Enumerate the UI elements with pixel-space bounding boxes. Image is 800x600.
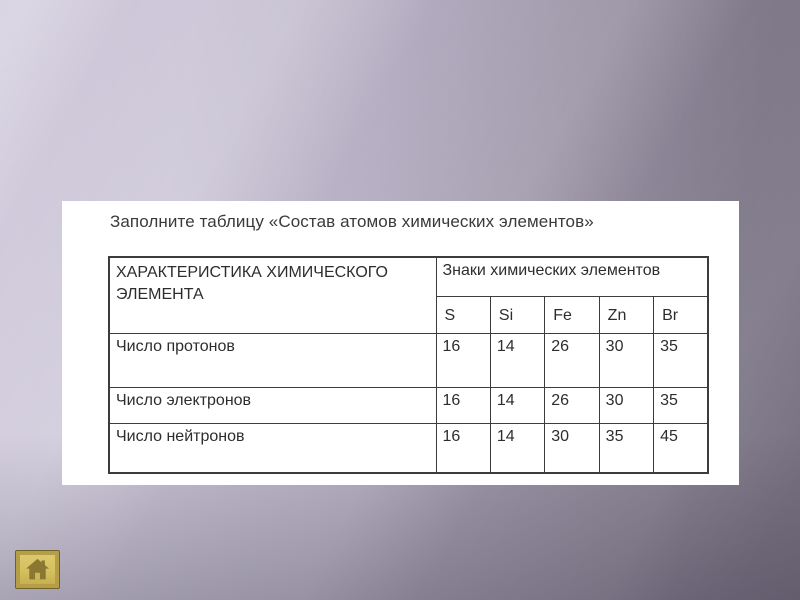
home-button[interactable] xyxy=(15,550,60,589)
table-cell: 45 xyxy=(653,422,709,474)
home-icon xyxy=(24,558,51,581)
table-cell: 14 xyxy=(489,422,546,474)
table-cell: 16 xyxy=(435,422,491,474)
table-cell: 26 xyxy=(544,386,600,424)
table-cell: 16 xyxy=(435,386,491,424)
header-signs: Знаки химических элементов xyxy=(435,256,709,297)
symbol-header-si: Si xyxy=(489,295,546,334)
row-label-electrons: Число электронов xyxy=(108,386,437,424)
table-cell: 14 xyxy=(489,386,546,424)
row-label-neutrons: Число нейтронов xyxy=(108,422,437,474)
table-cell: 30 xyxy=(598,332,655,388)
table-row-protons: Число протонов 16 14 26 30 35 xyxy=(108,332,709,388)
table-cell: 16 xyxy=(435,332,491,388)
table-cell: 35 xyxy=(653,386,709,424)
table-cell: 35 xyxy=(598,422,655,474)
table-cell: 30 xyxy=(598,386,655,424)
slide-title: Заполните таблицу «Состав атомов химичес… xyxy=(110,212,594,231)
table-cell: 14 xyxy=(489,332,546,388)
header-characteristic: ХАРАКТЕРИСТИКА ХИМИЧЕСКОГО ЭЛЕМЕНТА xyxy=(108,256,437,334)
table-cell: 30 xyxy=(544,422,600,474)
row-label-protons: Число протонов xyxy=(108,332,437,388)
symbol-header-fe: Fe xyxy=(544,295,600,334)
table-header-row: ХАРАКТЕРИСТИКА ХИМИЧЕСКОГО ЭЛЕМЕНТА Знак… xyxy=(108,256,709,334)
symbol-header-s: S xyxy=(435,295,491,334)
content-panel: Заполните таблицу «Состав атомов химичес… xyxy=(62,201,739,485)
symbol-header-br: Br xyxy=(653,295,709,334)
table-cell: 35 xyxy=(653,332,709,388)
table-row-neutrons: Число нейтронов 16 14 30 35 45 xyxy=(108,422,709,474)
table-cell: 26 xyxy=(544,332,600,388)
elements-table: ХАРАКТЕРИСТИКА ХИМИЧЕСКОГО ЭЛЕМЕНТА Знак… xyxy=(108,256,709,474)
symbols-row: S Si Fe Zn Br xyxy=(109,295,709,334)
table-row-electrons: Число электронов 16 14 26 30 35 xyxy=(108,386,709,424)
symbol-header-zn: Zn xyxy=(598,295,655,334)
